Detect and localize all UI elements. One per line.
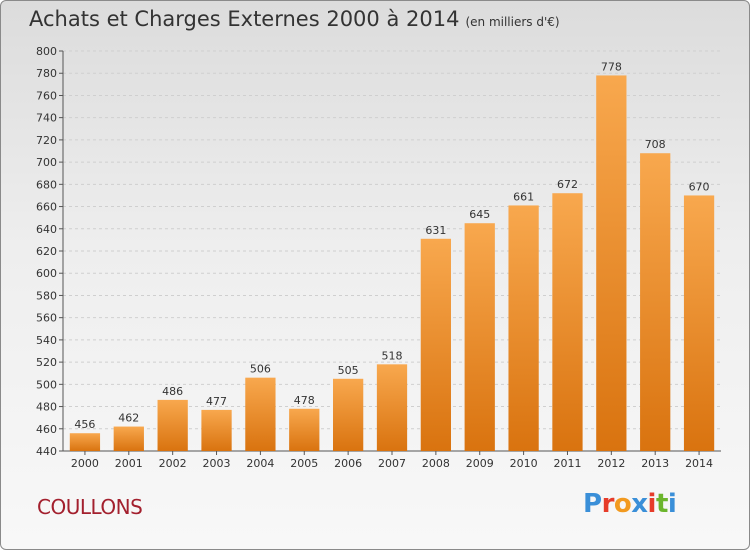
- x-tick-label: 2007: [378, 457, 406, 470]
- y-tick-label: 680: [36, 178, 57, 191]
- proxiti-logo: Proxiti: [583, 489, 677, 519]
- bar: [157, 399, 188, 451]
- bar: [508, 205, 539, 451]
- data-label: 518: [382, 349, 403, 362]
- data-label: 645: [469, 208, 490, 221]
- x-tick-label: 2000: [71, 457, 99, 470]
- chart-title-unit: (en milliers d'€): [465, 15, 560, 29]
- data-label: 506: [250, 363, 271, 376]
- y-tick-label: 580: [36, 289, 57, 302]
- x-tick-label: 2013: [641, 457, 669, 470]
- bar: [552, 193, 583, 451]
- bar: [420, 238, 452, 451]
- logo-letter: P: [583, 489, 602, 519]
- y-tick-label: 560: [36, 312, 57, 325]
- x-tick-label: 2004: [246, 457, 274, 470]
- x-tick-label: 2010: [510, 457, 538, 470]
- data-label: 505: [338, 364, 359, 377]
- x-tick-label: 2008: [422, 457, 450, 470]
- chart-title-main: Achats et Charges Externes 2000 à 2014: [29, 7, 460, 31]
- data-label: 478: [294, 394, 315, 407]
- data-label: 631: [425, 224, 446, 237]
- bar: [289, 408, 320, 451]
- data-label: 486: [162, 385, 183, 398]
- y-tick-label: 800: [36, 45, 57, 58]
- logo-letter: r: [601, 489, 615, 519]
- bar: [596, 75, 627, 451]
- x-tick-label: 2002: [159, 457, 187, 470]
- y-tick-label: 760: [36, 89, 57, 102]
- y-tick-label: 740: [36, 112, 57, 125]
- y-tick-label: 460: [36, 423, 57, 436]
- data-label: 477: [206, 395, 227, 408]
- logo-letter: t: [655, 489, 668, 519]
- x-tick-label: 2001: [115, 457, 143, 470]
- data-label: 708: [645, 138, 666, 151]
- bar: [376, 364, 408, 451]
- bar: [683, 195, 715, 451]
- y-tick-label: 440: [36, 445, 57, 458]
- logo-letter: x: [631, 489, 648, 519]
- logo-letter: i: [647, 489, 657, 519]
- x-tick-label: 2014: [685, 457, 713, 470]
- x-tick-label: 2009: [466, 457, 494, 470]
- bar: [464, 223, 495, 451]
- data-label: 670: [689, 180, 710, 193]
- data-label: 672: [557, 178, 578, 191]
- y-tick-label: 660: [36, 201, 57, 214]
- y-tick-label: 720: [36, 134, 57, 147]
- y-tick-label: 480: [36, 401, 57, 414]
- bar: [113, 426, 144, 451]
- bar: [201, 409, 232, 451]
- y-tick-label: 700: [36, 156, 57, 169]
- bar: [332, 378, 364, 451]
- y-tick-label: 540: [36, 334, 57, 347]
- x-tick-label: 2005: [290, 457, 318, 470]
- chart-title: Achats et Charges Externes 2000 à 2014 (e…: [29, 7, 560, 31]
- place-name: COULLONS: [37, 495, 143, 519]
- x-tick-label: 2006: [334, 457, 362, 470]
- y-tick-label: 640: [36, 223, 57, 236]
- y-tick-label: 500: [36, 378, 57, 391]
- bar: [69, 433, 101, 451]
- y-tick-label: 520: [36, 356, 57, 369]
- data-label: 456: [74, 418, 95, 431]
- x-tick-label: 2011: [553, 457, 581, 470]
- logo-letter: i: [667, 489, 677, 519]
- data-label: 661: [513, 190, 534, 203]
- x-tick-label: 2012: [597, 457, 625, 470]
- y-tick-label: 620: [36, 245, 57, 258]
- bar: [245, 377, 276, 451]
- logo-letter: o: [613, 489, 632, 519]
- y-tick-label: 600: [36, 267, 57, 280]
- x-tick-label: 2003: [203, 457, 231, 470]
- y-tick-label: 780: [36, 67, 57, 80]
- bar: [640, 153, 671, 451]
- data-label: 778: [601, 60, 622, 73]
- data-label: 462: [118, 412, 139, 425]
